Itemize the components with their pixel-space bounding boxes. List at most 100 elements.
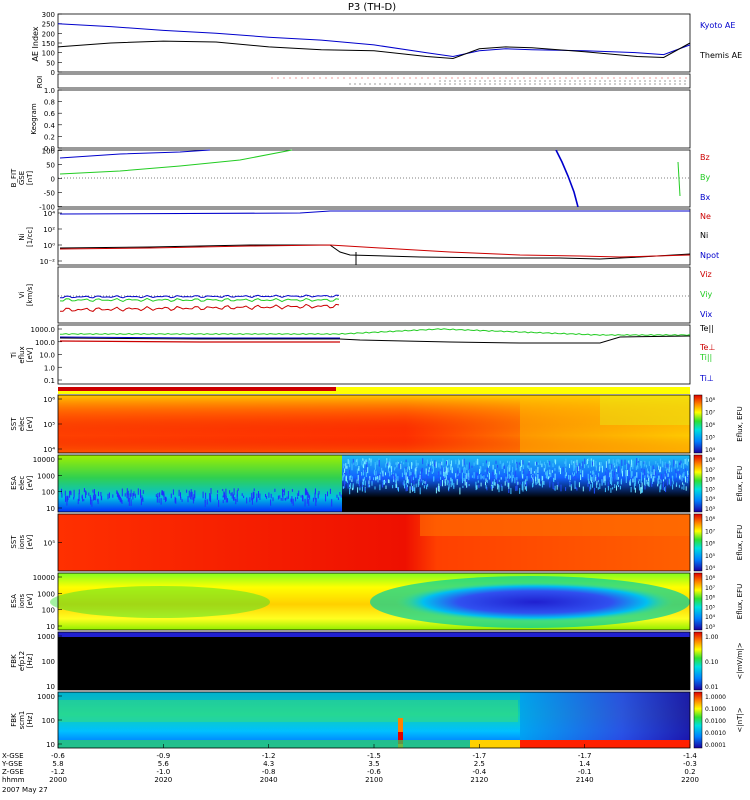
velocity-ylabel: Vi [km/s] bbox=[18, 284, 34, 307]
time-axis-tick-label: 2040 bbox=[260, 776, 278, 784]
colorbar-tick-label: 0.10 bbox=[705, 659, 719, 666]
fbk-b-tick-label: 1000 bbox=[37, 693, 55, 701]
date-label: 2007 May 27 bbox=[2, 786, 48, 794]
series-line-bx-late bbox=[555, 149, 579, 208]
colorbar-tick-label: 10⁸ bbox=[705, 457, 716, 464]
time-axis-y-value: 5.6 bbox=[158, 760, 170, 768]
time-axis-tick-label: 2000 bbox=[49, 776, 67, 784]
panel-temperature: Ti eflux [eV] 1000.0 100.0 10.0 1.0 0.1 Te|| T… bbox=[10, 324, 715, 385]
ylabel-line: ESA bbox=[10, 594, 18, 608]
legend-te-par: Te|| bbox=[699, 324, 714, 333]
colorbar-label: <|mV/m|> bbox=[736, 642, 744, 679]
series-line-ti-perp bbox=[59, 336, 340, 339]
time-axis-x-value: -1.7 bbox=[472, 752, 486, 760]
panel-velocity: Vi [km/s] Viz Viy Vix bbox=[18, 266, 713, 324]
legend-ni: Ni bbox=[700, 231, 708, 240]
temperature-tick-label: 10.0 bbox=[39, 352, 55, 360]
bfield-ylabel: B_FIT GSE [nT] bbox=[10, 168, 34, 187]
density-tick-label: 10⁴ bbox=[43, 210, 55, 218]
sst-e-tick-label: 10⁶ bbox=[43, 396, 55, 404]
series-line-npot bbox=[59, 210, 690, 215]
time-axis-y-value: 3.5 bbox=[368, 760, 379, 768]
density-ylabel: Ni [1/cc] bbox=[18, 227, 34, 247]
colorbar-tick-label: 1.0000 bbox=[705, 694, 726, 701]
roi-ylabel: ROI bbox=[36, 76, 44, 88]
colorbar-tick-label: 10³ bbox=[705, 624, 716, 631]
series-line-bx bbox=[59, 149, 211, 159]
keogram-tick-label: 1.0 bbox=[44, 87, 55, 95]
legend-kyoto-ae: Kyoto AE bbox=[700, 21, 735, 30]
ae-tick-label: 200 bbox=[42, 30, 55, 38]
time-axis-x-value: -1.4 bbox=[683, 752, 697, 760]
ae-ylabel: AE Index bbox=[31, 26, 40, 61]
ylabel-line: Ti bbox=[10, 352, 18, 359]
series-line-viz bbox=[59, 303, 340, 312]
time-axis-tick-label: 2020 bbox=[154, 776, 172, 784]
panel-sst-ions: SST ions [eV] 10⁵ bbox=[10, 513, 691, 572]
time-axis-y-value: 4.3 bbox=[263, 760, 274, 768]
temperature-tick-label: 100.0 bbox=[35, 339, 55, 347]
temperature-tick-label: 0.1 bbox=[44, 377, 55, 385]
fbk-b-tick-label: 10 bbox=[46, 741, 55, 749]
ylabel-line: elec bbox=[18, 476, 26, 491]
time-axis-x-value: -0.9 bbox=[156, 752, 170, 760]
esa-e-tick-label: 10000 bbox=[33, 456, 55, 464]
series-line-by-late bbox=[677, 161, 681, 197]
ylabel-line: ESA bbox=[10, 476, 18, 490]
panel-b-field: B_FIT GSE [nT] 100 50 0 -50 -100 Bz By Bx bbox=[10, 148, 710, 212]
ylabel-line: Vi bbox=[18, 292, 26, 299]
colorbar-tick-label: 10⁷ bbox=[705, 528, 716, 535]
esa-i-tick-label: 100 bbox=[42, 607, 55, 615]
colorbar-tick-label: 10⁵ bbox=[705, 435, 716, 442]
legend-npot: Npot bbox=[700, 251, 719, 260]
keogram-tick-label: 0.8 bbox=[44, 99, 55, 107]
ylabel-line: [Hz] bbox=[26, 654, 34, 669]
esa-i-tick-label: 10 bbox=[46, 623, 55, 631]
fbk-e-tick-label: 1000 bbox=[37, 633, 55, 641]
legend-ti-par: Ti|| bbox=[699, 353, 712, 362]
colorbar-tick-label: 0.01 bbox=[705, 684, 719, 691]
mode-bar bbox=[58, 387, 690, 394]
time-axis-z-value: -1.0 bbox=[156, 768, 170, 776]
ylabel-line: [Hz] bbox=[26, 713, 34, 728]
time-axis-x-value: -1.2 bbox=[262, 752, 276, 760]
colorbar-tick-label: 10⁷ bbox=[705, 585, 716, 592]
ae-tick-label: 100 bbox=[42, 50, 55, 58]
legend-vix: Vix bbox=[700, 310, 713, 319]
series-line-te-par bbox=[59, 328, 691, 337]
time-axis-tick-label: 2140 bbox=[576, 776, 594, 784]
legend-ne: Ne bbox=[700, 212, 711, 221]
keogram-tick-label: 0.2 bbox=[44, 133, 55, 141]
colorbar-tick-label: 0.1000 bbox=[705, 706, 726, 713]
time-axis-z-value: -0.8 bbox=[262, 768, 276, 776]
density-tick-label: 10⁰ bbox=[43, 242, 55, 250]
time-axis-row-label: Z-GSE bbox=[2, 768, 24, 776]
keogram-ylabel: Keogram bbox=[30, 103, 38, 134]
legend-by: By bbox=[700, 173, 710, 182]
legend-bz: Bz bbox=[700, 153, 710, 162]
plot-title: P3 (TH-D) bbox=[348, 2, 396, 13]
ylabel-line: ions bbox=[18, 593, 26, 608]
keogram-tick-label: 0.0 bbox=[44, 145, 55, 153]
bfield-tick-label: -50 bbox=[44, 190, 55, 198]
colorbar-tick-label: 10⁴ bbox=[705, 447, 716, 454]
panel-sst-electrons: SST elec [eV] 10⁶ 10⁵ 10⁴ bbox=[10, 394, 691, 454]
ylabel-line: [eV] bbox=[26, 593, 34, 608]
time-axis-z-value: -0.1 bbox=[578, 768, 592, 776]
colorbar-label: <|nT|> bbox=[736, 707, 744, 732]
series-line-by bbox=[59, 149, 293, 175]
panel-keogram: Keogram 1.0 0.8 0.6 0.4 0.2 0.0 bbox=[30, 87, 691, 153]
time-axis-z-value: -0.4 bbox=[472, 768, 486, 776]
time-axis-x-value: -1.7 bbox=[578, 752, 592, 760]
fbk-e-tick-label: 10 bbox=[46, 683, 55, 691]
time-axis-y-value: 2.5 bbox=[474, 760, 485, 768]
ylabel-line: eflux bbox=[18, 346, 26, 363]
colorbar-tick-label: 10⁷ bbox=[705, 410, 716, 417]
colorbar-tick-label: 10⁶ bbox=[705, 477, 716, 484]
ylabel-line: efp12 bbox=[18, 651, 26, 671]
colorbar-label: Eflux, EFU bbox=[736, 466, 744, 501]
bfield-tick-label: 50 bbox=[46, 162, 55, 170]
density-tick-label: 10² bbox=[43, 226, 55, 234]
time-axis-y-value: -0.3 bbox=[683, 760, 697, 768]
